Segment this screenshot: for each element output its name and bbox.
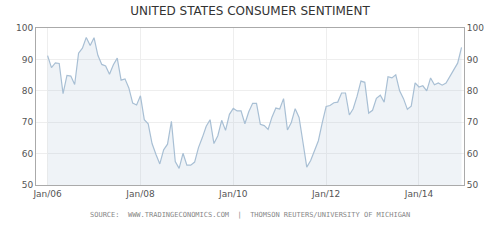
svg-text:100: 100 (467, 23, 484, 33)
svg-text:Jan/10: Jan/10 (218, 189, 248, 199)
svg-text:Jan/08: Jan/08 (125, 189, 155, 199)
svg-text:50: 50 (467, 180, 479, 190)
svg-text:70: 70 (467, 117, 479, 127)
svg-text:90: 90 (467, 55, 479, 65)
svg-text:60: 60 (22, 149, 34, 159)
svg-text:60: 60 (467, 149, 479, 159)
svg-text:Jan/14: Jan/14 (404, 189, 434, 199)
svg-text:80: 80 (467, 86, 479, 96)
svg-text:90: 90 (22, 55, 34, 65)
svg-text:100: 100 (16, 23, 33, 33)
svg-text:70: 70 (22, 117, 34, 127)
svg-text:UNITED STATES CONSUMER SENTIME: UNITED STATES CONSUMER SENTIMENT (130, 4, 370, 18)
svg-text:80: 80 (22, 86, 34, 96)
svg-text:Jan/06: Jan/06 (32, 189, 62, 199)
svg-text:50: 50 (22, 180, 34, 190)
svg-text:Jan/12: Jan/12 (311, 189, 340, 199)
svg-text:SOURCE: WWW.TRADINGECONOMICS.: SOURCE: WWW.TRADINGECONOMICS.COM | THOMS… (90, 211, 410, 219)
